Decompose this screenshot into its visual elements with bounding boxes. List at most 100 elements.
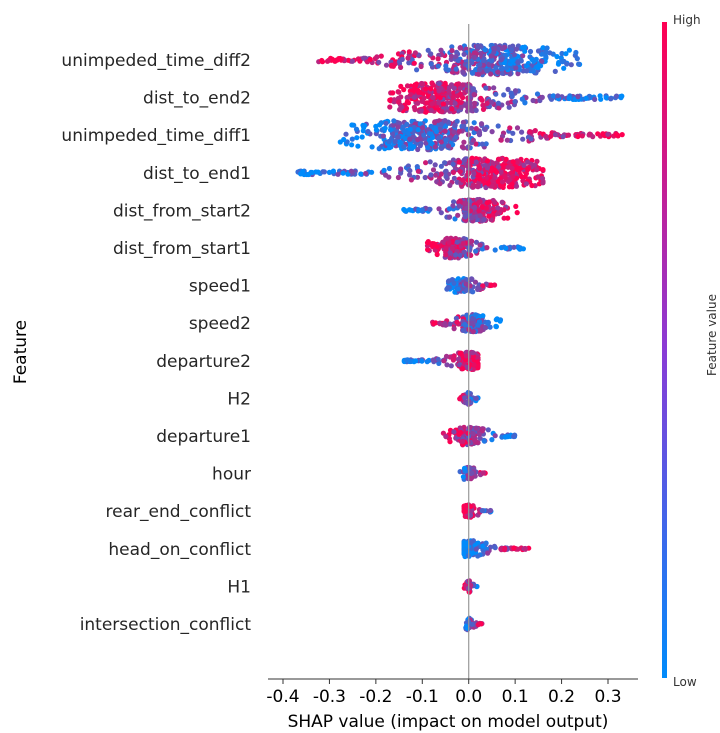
shap-point <box>473 159 479 165</box>
shap-point <box>583 95 589 101</box>
shap-point <box>504 65 510 71</box>
shap-point <box>615 132 621 138</box>
shap-point <box>520 178 526 184</box>
x-tick-label: 0.2 <box>548 687 575 707</box>
shap-point <box>483 540 489 546</box>
shap-point <box>563 51 569 57</box>
shap-point <box>453 252 459 258</box>
shap-point <box>509 58 515 64</box>
shap-point <box>400 124 406 130</box>
shap-point <box>442 118 448 124</box>
shap-point <box>496 156 502 162</box>
shap-point <box>428 172 434 178</box>
shap-point <box>469 159 475 165</box>
shap-point <box>365 128 371 135</box>
shap-point <box>477 242 483 248</box>
shap-point <box>452 122 458 128</box>
shap-point <box>525 159 531 165</box>
shap-point <box>457 45 463 51</box>
shap-point <box>473 248 479 254</box>
shap-point <box>447 182 453 188</box>
shap-point <box>395 134 401 140</box>
shap-point <box>405 130 411 136</box>
shap-point <box>566 95 572 102</box>
shap-point <box>448 53 455 59</box>
shap-point <box>460 474 466 480</box>
x-axis-title: SHAP value (impact on model output) <box>288 712 609 732</box>
shap-point <box>424 100 430 106</box>
shap-point <box>471 92 477 98</box>
shap-point <box>411 104 417 110</box>
shap-point <box>493 323 499 329</box>
shap-point <box>428 131 434 137</box>
shap-point <box>469 70 476 76</box>
shap-point <box>458 100 464 106</box>
shap-point <box>454 319 460 325</box>
shap-point <box>502 434 508 440</box>
shap-point <box>520 53 526 59</box>
shap-point <box>500 184 506 190</box>
shap-point <box>438 171 444 177</box>
shap-point <box>449 277 455 283</box>
shap-point <box>489 437 495 443</box>
shap-point <box>387 145 393 151</box>
shap-point <box>559 50 565 57</box>
shap-point <box>390 63 396 69</box>
shap-point <box>428 86 434 92</box>
shap-point <box>456 159 462 165</box>
shap-point <box>468 540 474 546</box>
shap-point <box>447 250 453 256</box>
shap-point <box>464 205 470 211</box>
shap-point <box>396 139 402 145</box>
shap-point <box>487 507 494 514</box>
shap-point <box>501 547 508 553</box>
shap-point <box>495 164 501 170</box>
shap-point <box>462 395 468 401</box>
shap-point <box>434 244 440 250</box>
shap-point <box>535 48 542 54</box>
shap-point <box>423 86 429 92</box>
feature-row-points <box>440 424 518 448</box>
shap-point <box>454 81 460 87</box>
shap-point <box>429 101 435 107</box>
shap-point <box>478 121 485 127</box>
shap-point <box>435 63 441 69</box>
shap-point <box>438 163 444 169</box>
shap-point <box>565 132 572 138</box>
shap-point <box>452 216 458 222</box>
shap-point <box>488 71 494 77</box>
shap-point <box>469 107 475 114</box>
shap-point <box>353 126 360 132</box>
shap-point <box>443 63 449 69</box>
shap-point <box>445 67 451 73</box>
shap-point <box>507 125 513 131</box>
shap-point <box>335 171 341 177</box>
shap-point <box>534 91 541 97</box>
shap-point <box>523 181 530 187</box>
shap-point <box>507 177 513 183</box>
feature-label: dist_to_end2 <box>143 89 251 109</box>
shap-point <box>406 60 412 66</box>
shap-point <box>462 509 468 515</box>
shap-point <box>462 321 468 328</box>
shap-point <box>450 95 456 101</box>
shap-point <box>522 545 528 552</box>
shap-point <box>470 137 476 143</box>
feature-label: dist_to_end1 <box>143 164 251 184</box>
shap-point <box>491 49 497 55</box>
feature-label: rear_end_conflict <box>106 502 252 522</box>
feature-label: hour <box>212 465 251 485</box>
shap-point <box>421 132 427 138</box>
shap-point <box>547 50 553 56</box>
shap-point <box>398 64 404 70</box>
shap-point <box>462 200 468 206</box>
shap-point <box>487 324 493 330</box>
shap-point <box>484 100 490 106</box>
shap-point <box>461 139 467 145</box>
shap-point <box>515 167 521 173</box>
shap-point <box>505 215 511 221</box>
shap-point <box>539 175 546 181</box>
shap-point <box>358 171 364 177</box>
shap-point <box>472 100 478 106</box>
